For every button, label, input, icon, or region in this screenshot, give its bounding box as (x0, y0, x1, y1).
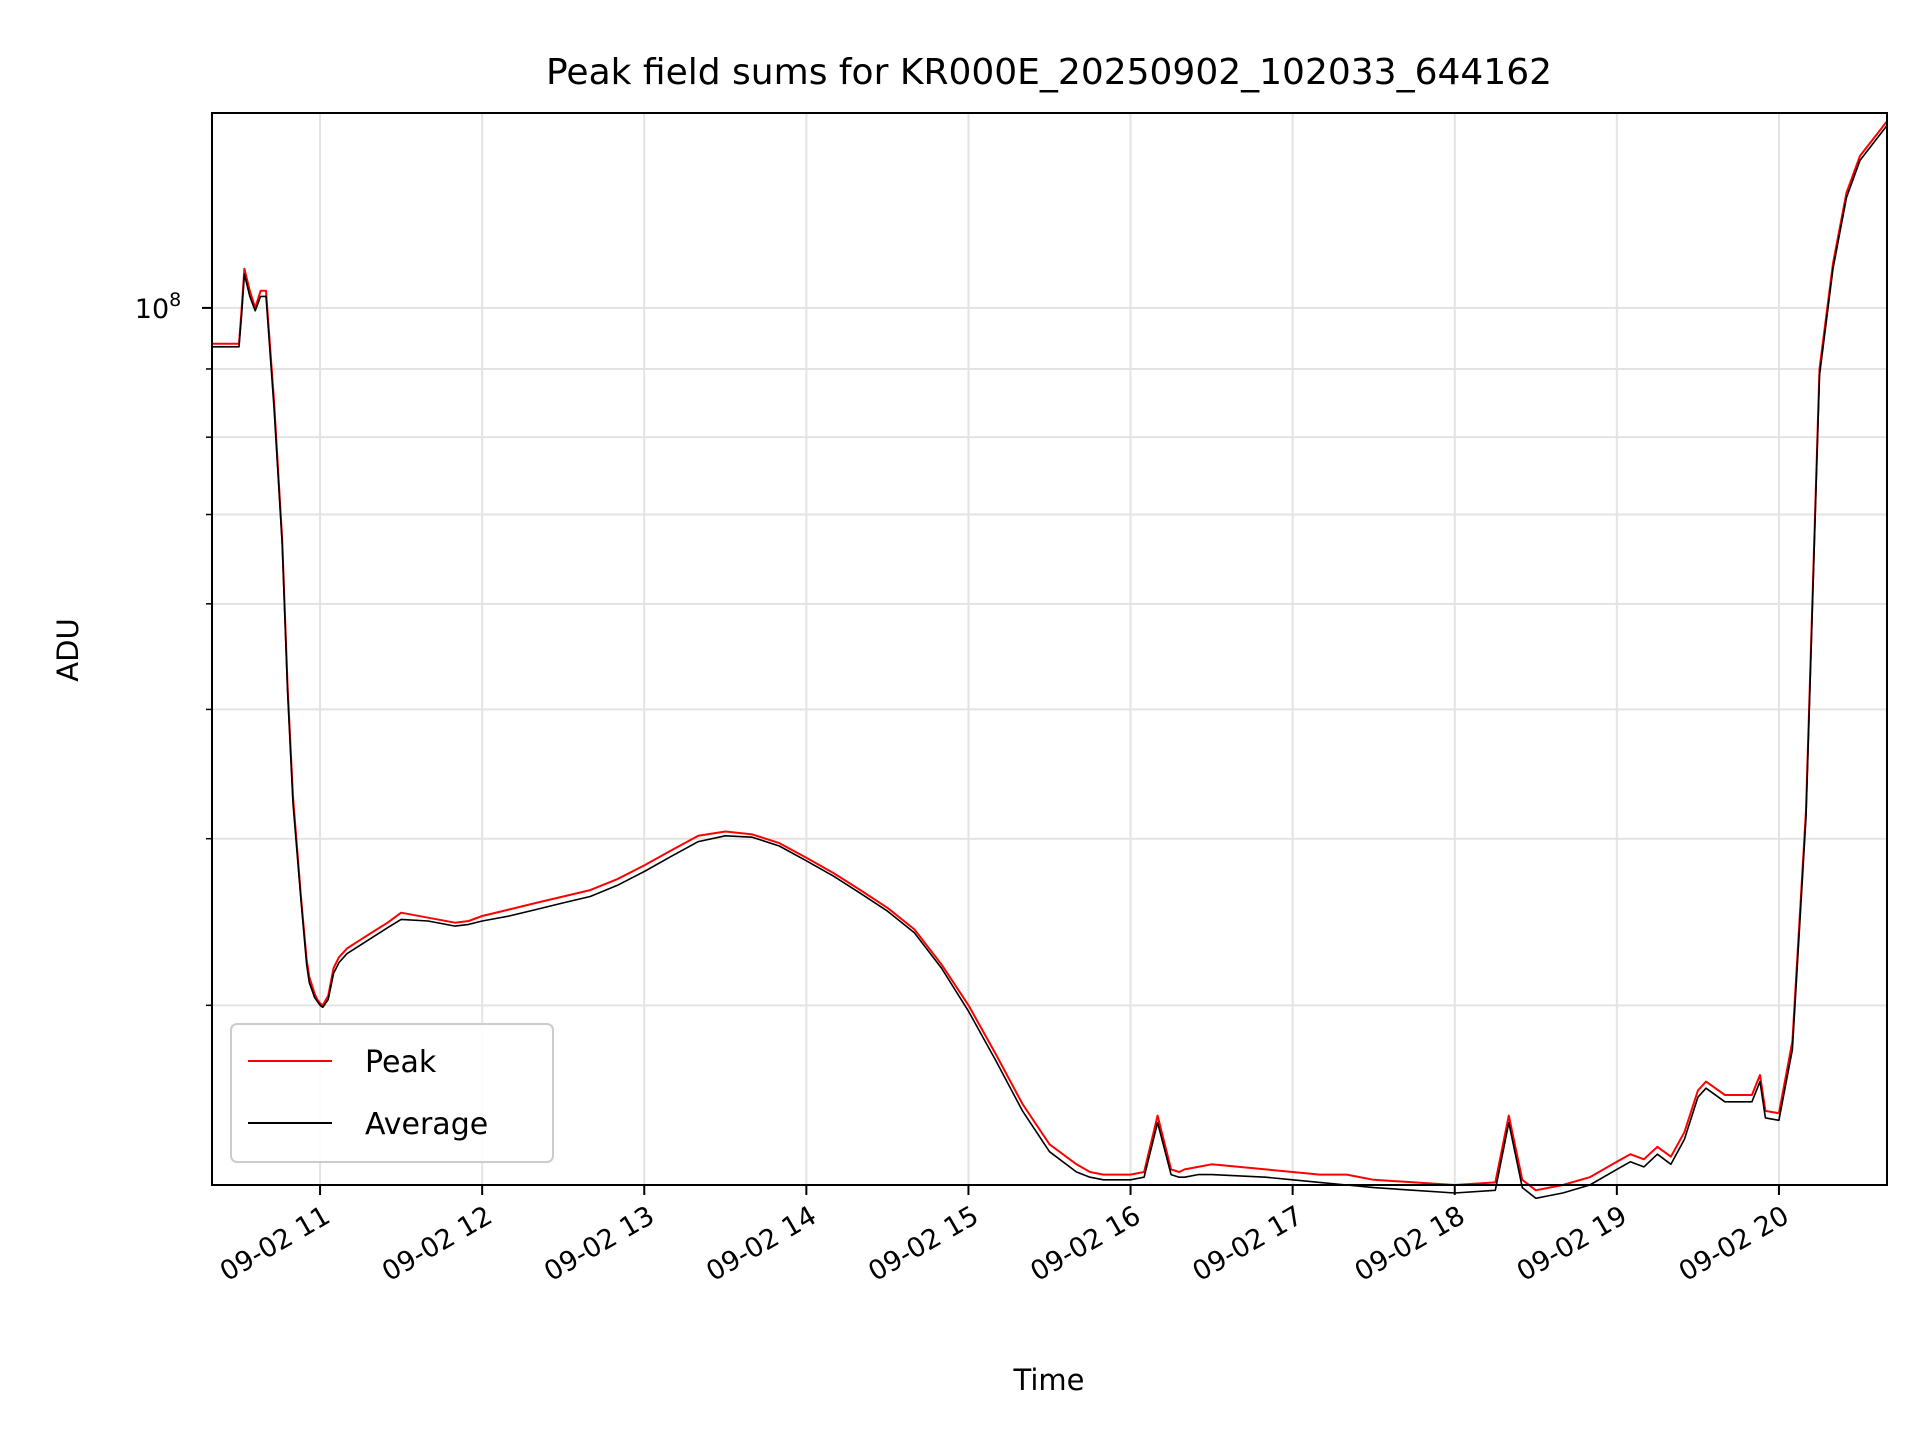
legend-label-average: Average (365, 1107, 488, 1142)
y-tick-base: 10 (135, 294, 169, 325)
y-tick-label: 108 (135, 289, 181, 325)
chart-title: Peak field sums for KR000E_20250902_1020… (546, 52, 1552, 93)
series-lines (212, 120, 1888, 1200)
legend-label-peak: Peak (365, 1045, 437, 1080)
grid (212, 113, 1887, 1185)
y-axis-ticks: 108 (135, 289, 212, 1007)
y-tick-exponent: 8 (169, 289, 181, 311)
x-axis-label: Time (1013, 1363, 1085, 1397)
series-line-peak (212, 120, 1888, 1192)
y-axis-label: ADU (51, 618, 85, 681)
legend-box (230, 1023, 554, 1163)
series-line-average (212, 125, 1888, 1200)
plot-frame (211, 112, 1888, 1186)
legend: Peak Average (230, 1023, 554, 1163)
